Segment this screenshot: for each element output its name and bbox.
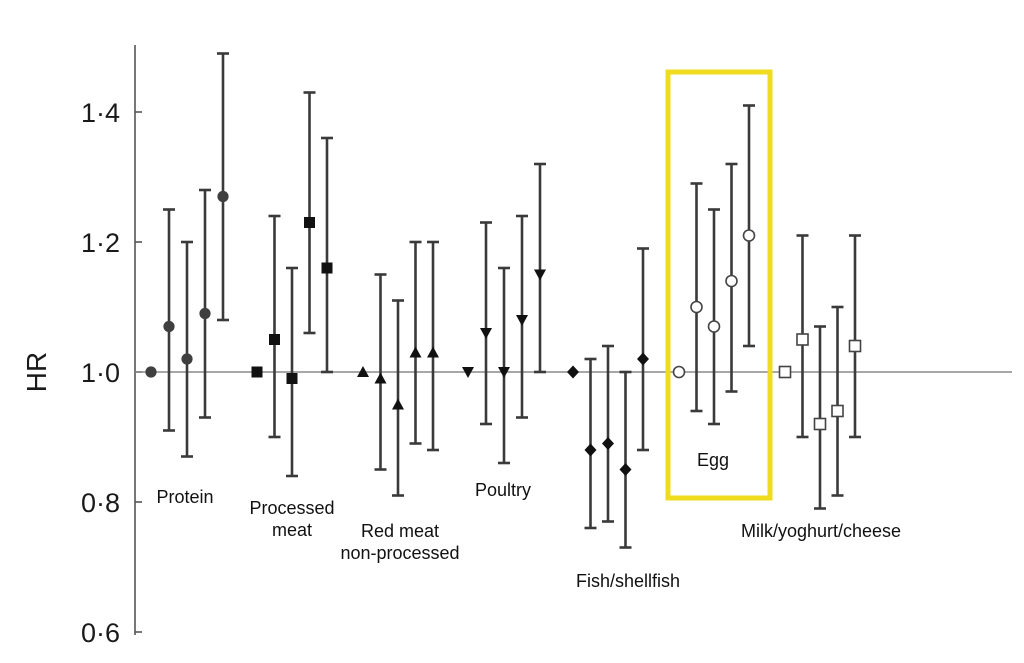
y-tick-label: 0·8 — [81, 488, 120, 518]
point-poultry — [462, 367, 474, 378]
point-milk-yoghurt-cheese — [813, 417, 827, 431]
point-red-meat-non-processed — [427, 346, 439, 358]
y-tick-label: 1·2 — [81, 228, 120, 258]
point-protein — [163, 320, 175, 333]
group-label-processed-meat: Processed meat — [249, 498, 334, 540]
y-tick-label: 1·0 — [81, 358, 120, 388]
point-milk-yoghurt-cheese — [796, 333, 809, 346]
group-label-fish-shellfish: Fish/shellfish — [576, 571, 680, 591]
point-processed-meat — [304, 217, 315, 228]
point-red-meat-non-processed — [374, 372, 387, 384]
point-protein — [145, 366, 157, 378]
point-poultry — [480, 328, 492, 339]
highlight-layer — [665, 69, 773, 501]
point-processed-meat — [269, 334, 280, 345]
point-processed-meat — [321, 262, 333, 274]
point-processed-meat — [286, 373, 298, 384]
point-poultry — [534, 269, 546, 281]
point-egg — [725, 274, 738, 288]
point-poultry — [516, 315, 528, 326]
group-label-egg: Egg — [697, 450, 729, 470]
point-red-meat-non-processed — [409, 346, 422, 358]
point-fish-shellfish — [619, 463, 632, 476]
point-poultry — [498, 367, 510, 378]
point-egg — [707, 320, 721, 333]
point-protein — [181, 353, 193, 365]
point-processed-meat — [251, 366, 263, 378]
point-fish-shellfish — [637, 352, 649, 366]
point-egg — [742, 229, 756, 242]
group-label-poultry: Poultry — [475, 480, 531, 500]
labels-layer: Protein Processed meat Red meat non-processe… — [156, 450, 901, 591]
y-axis-title: HR — [21, 352, 52, 392]
point-egg — [672, 365, 686, 379]
point-fish-shellfish — [584, 443, 597, 457]
points-layer — [145, 52, 862, 549]
point-egg — [690, 300, 703, 314]
point-milk-yoghurt-cheese — [848, 339, 862, 353]
point-red-meat-non-processed — [392, 398, 404, 410]
point-protein — [199, 307, 211, 320]
point-fish-shellfish — [567, 365, 579, 379]
group-label-protein: Protein — [156, 487, 213, 507]
y-tick-label: 0·6 — [81, 618, 120, 648]
highlight-box-egg — [665, 69, 773, 501]
group-label-milk-yoghurt-cheese: Milk/yoghurt/cheese — [741, 521, 901, 541]
point-fish-shellfish — [602, 437, 614, 450]
group-label-red-meat-non-processed: Red meat non-processed — [340, 521, 459, 563]
point-red-meat-non-processed — [357, 366, 369, 377]
y-tick-label: 1·4 — [81, 98, 120, 128]
point-milk-yoghurt-cheese — [831, 404, 844, 418]
point-protein — [217, 190, 229, 203]
point-milk-yoghurt-cheese — [778, 365, 792, 379]
